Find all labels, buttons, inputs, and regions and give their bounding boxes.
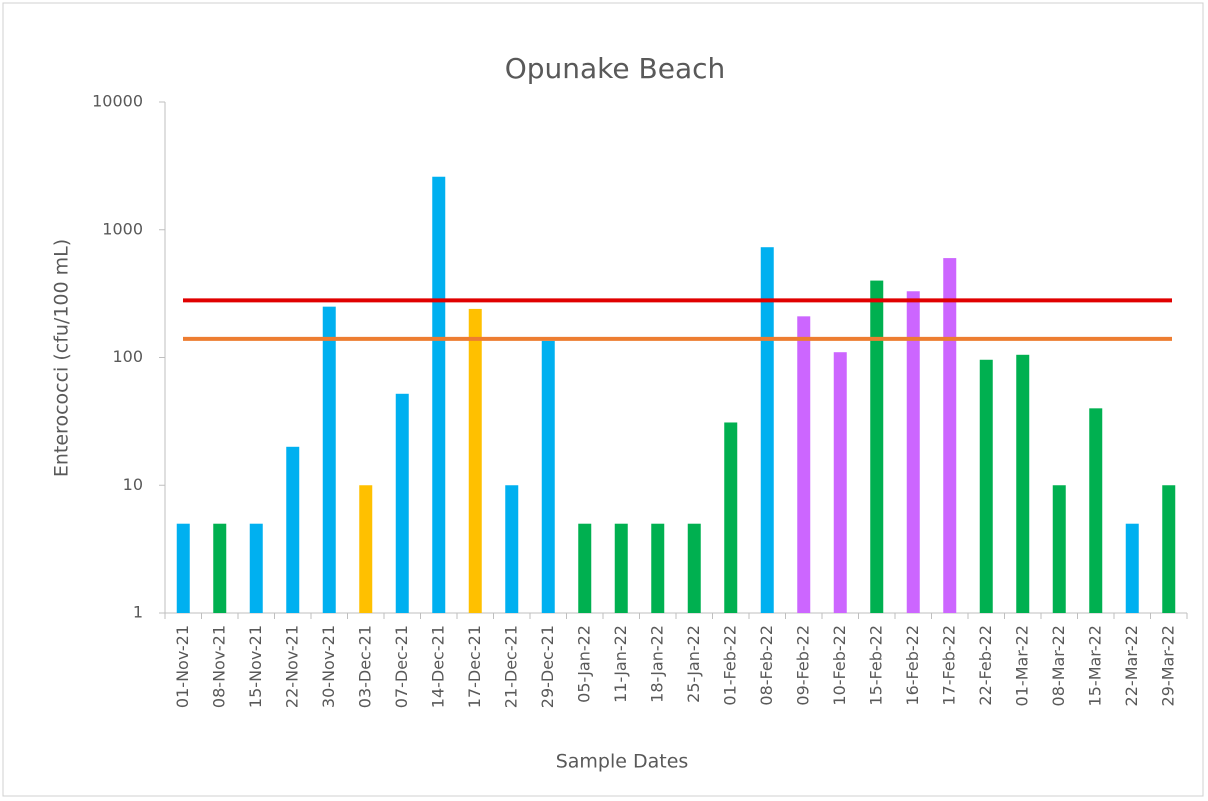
x-tick-label: 17-Dec-21	[465, 625, 484, 708]
x-tick-label: 16-Feb-22	[903, 625, 922, 706]
x-tick-label: 30-Nov-21	[319, 625, 338, 708]
x-tick-label: 07-Dec-21	[392, 625, 411, 708]
bar	[1125, 523, 1139, 613]
bar	[943, 258, 957, 613]
y-tick-label: 10	[123, 475, 143, 494]
x-tick-label: 22-Nov-21	[282, 625, 301, 708]
x-tick-label: 15-Nov-21	[246, 625, 265, 708]
bar	[1052, 485, 1066, 613]
x-tick-label: 15-Mar-22	[1085, 625, 1104, 706]
x-tick-label: 08-Feb-22	[757, 625, 776, 706]
x-tick-label: 01-Feb-22	[720, 625, 739, 706]
x-tick-label: 29-Dec-21	[538, 625, 557, 708]
x-tick-label: 29-Mar-22	[1158, 625, 1177, 706]
bar	[979, 359, 993, 613]
bar	[1162, 485, 1176, 613]
x-tick-label: 18-Jan-22	[647, 625, 666, 703]
y-tick-label: 10000	[92, 92, 143, 111]
bar	[1089, 408, 1103, 613]
bar	[833, 352, 847, 613]
bar	[797, 316, 811, 613]
bar	[724, 422, 738, 613]
bar	[213, 523, 227, 613]
x-tick-label: 10-Feb-22	[830, 625, 849, 706]
x-tick-label: 14-Dec-21	[428, 625, 447, 708]
x-tick-label: 25-Jan-22	[684, 625, 703, 703]
bar	[578, 523, 592, 613]
y-tick-label: 100	[112, 347, 143, 366]
x-tick-label: 11-Jan-22	[611, 625, 630, 703]
y-tick-label: 1000	[102, 219, 143, 238]
bar	[614, 523, 628, 613]
bar	[687, 523, 701, 613]
bar	[906, 291, 920, 613]
x-tick-label: 22-Feb-22	[976, 625, 995, 706]
chart-title: Opunake Beach	[505, 52, 726, 85]
bar	[359, 485, 373, 613]
x-tick-label: 08-Mar-22	[1049, 625, 1068, 706]
bar	[505, 485, 519, 613]
x-tick-label: 05-Jan-22	[574, 625, 593, 703]
bar	[395, 393, 409, 613]
bar	[432, 176, 446, 613]
bar	[322, 306, 336, 613]
x-tick-label: 15-Feb-22	[866, 625, 885, 706]
bar	[1016, 354, 1030, 613]
x-tick-label: 01-Mar-22	[1012, 625, 1031, 706]
x-tick-label: 17-Feb-22	[939, 625, 958, 706]
x-tick-label: 22-Mar-22	[1122, 625, 1141, 706]
bar	[541, 340, 555, 613]
bar	[651, 523, 665, 613]
x-tick-label: 08-Nov-21	[209, 625, 228, 708]
bar	[176, 523, 190, 613]
x-tick-label: 21-Dec-21	[501, 625, 520, 708]
bar	[249, 523, 263, 613]
x-tick-label: 03-Dec-21	[355, 625, 374, 708]
x-axis-label: Sample Dates	[556, 751, 689, 773]
bar	[286, 446, 300, 613]
y-tick-label: 1	[133, 603, 143, 622]
y-axis-label: Enterococci (cfu/100 mL)	[51, 239, 73, 477]
x-tick-label: 01-Nov-21	[173, 625, 192, 708]
bar	[468, 308, 482, 613]
bar	[870, 280, 884, 613]
x-tick-label: 09-Feb-22	[793, 625, 812, 706]
